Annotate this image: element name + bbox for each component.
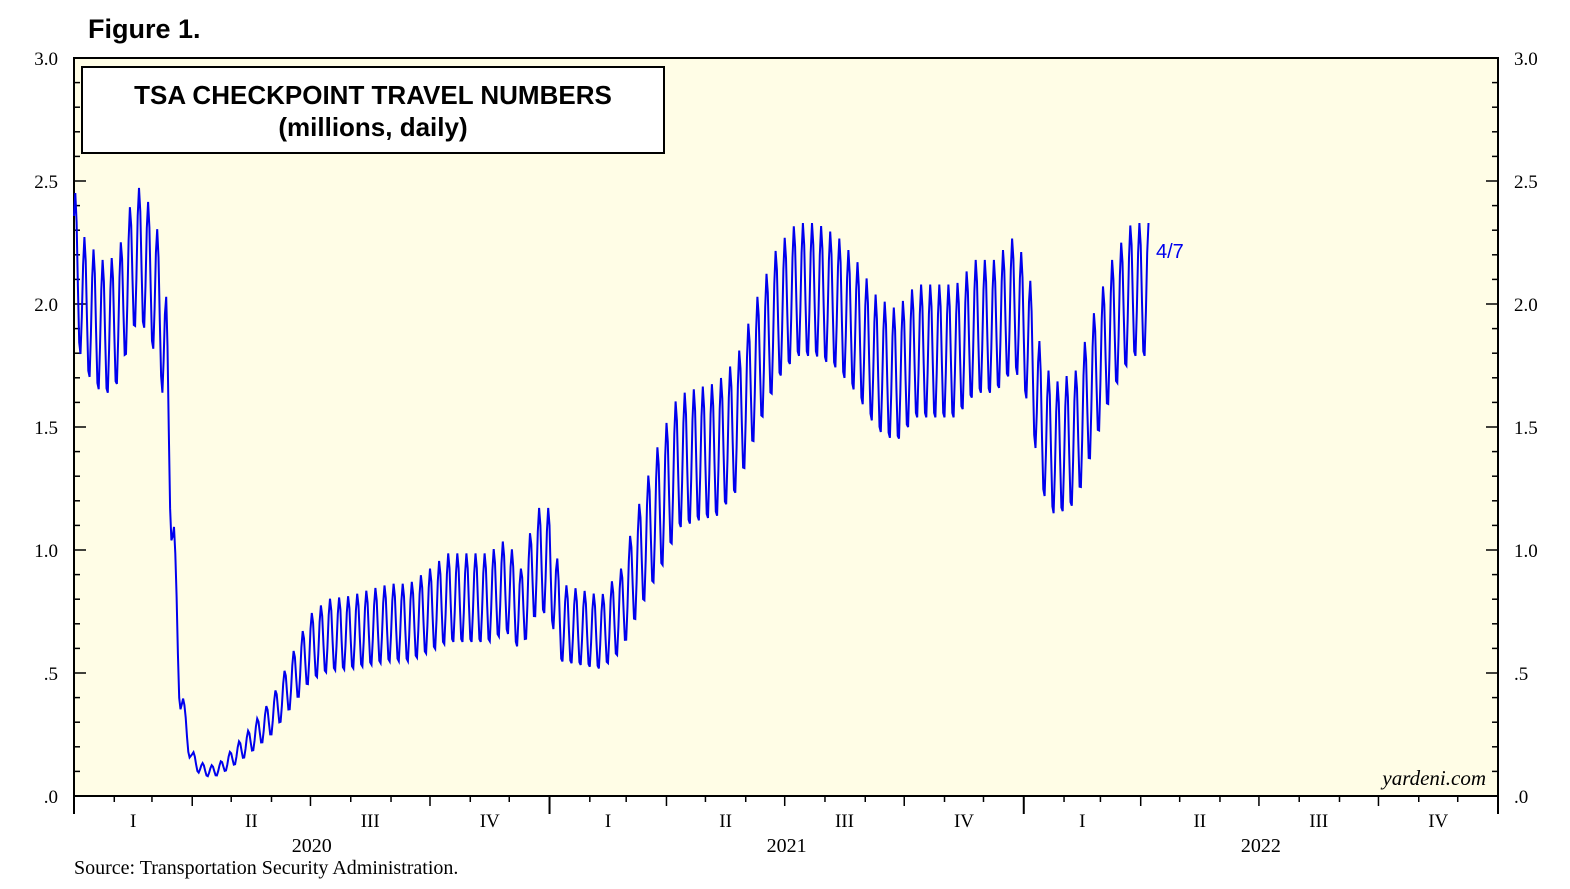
title-box bbox=[81, 66, 665, 154]
watermark: yardeni.com bbox=[1380, 766, 1486, 790]
series-line bbox=[73, 187, 1150, 778]
x-quarter-label: I bbox=[130, 811, 136, 832]
y-tick-label-left: 3.0 bbox=[34, 49, 58, 70]
source-note: Source: Transportation Security Administ… bbox=[74, 857, 459, 879]
plot-area bbox=[73, 57, 1499, 797]
x-quarter-label: IV bbox=[954, 811, 974, 832]
x-quarter-label: IV bbox=[480, 811, 500, 832]
y-tick-label-right: 1.5 bbox=[1514, 418, 1538, 439]
x-quarter-label: II bbox=[719, 811, 732, 832]
y-tick-label-right: .0 bbox=[1514, 787, 1528, 808]
end-date-label: 4/7 bbox=[1156, 241, 1184, 263]
chart-subtitle: (millions, daily) bbox=[278, 112, 467, 142]
y-tick-label-right: 2.0 bbox=[1514, 295, 1538, 316]
y-tick-label-left: 1.5 bbox=[34, 418, 58, 439]
x-quarter-label: III bbox=[361, 811, 380, 832]
y-tick-label-left: 1.0 bbox=[34, 541, 58, 562]
y-tick-label-right: 3.0 bbox=[1514, 49, 1538, 70]
x-quarter-label: I bbox=[605, 811, 611, 832]
x-year-label: 2020 bbox=[292, 835, 332, 857]
x-quarter-label: III bbox=[1309, 811, 1328, 832]
y-tick-label-left: 2.5 bbox=[34, 172, 58, 193]
chart-title: TSA CHECKPOINT TRAVEL NUMBERS bbox=[134, 80, 612, 110]
y-axis-right: .0 .5 1.0 1.5 2.0 2.5 3.0 bbox=[1486, 49, 1538, 808]
x-quarter-label: II bbox=[245, 811, 258, 832]
x-year-label: 2022 bbox=[1241, 835, 1281, 857]
x-quarter-label: III bbox=[835, 811, 854, 832]
figure-label: Figure 1. bbox=[88, 14, 201, 44]
y-tick-label-right: 1.0 bbox=[1514, 541, 1538, 562]
x-quarter-label: IV bbox=[1428, 811, 1448, 832]
y-tick-label-left: .0 bbox=[44, 787, 58, 808]
y-tick-label-right: 2.5 bbox=[1514, 172, 1538, 193]
x-year-label: 2021 bbox=[767, 835, 807, 857]
y-tick-label-left: .5 bbox=[44, 664, 58, 685]
x-quarter-label: II bbox=[1193, 811, 1206, 832]
y-tick-label-right: .5 bbox=[1514, 664, 1528, 685]
x-quarter-label: I bbox=[1079, 811, 1085, 832]
y-tick-label-left: 2.0 bbox=[34, 295, 58, 316]
